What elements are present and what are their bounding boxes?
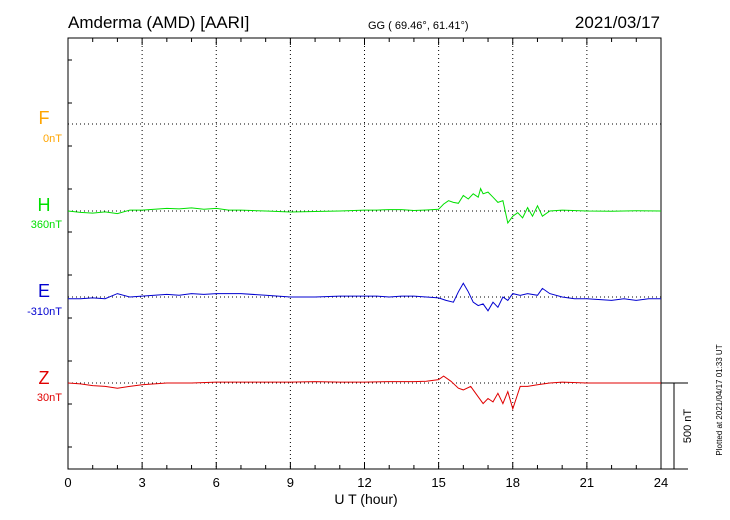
station-coords: GG ( 69.46°, 61.41°): [368, 20, 469, 32]
x-tick-label-3: 3: [139, 475, 146, 490]
series-baseline-F: 0nT: [43, 133, 62, 145]
x-tick-label-12: 12: [357, 475, 371, 490]
scale-bar: 500 nT: [661, 382, 694, 470]
x-tick-label-9: 9: [287, 475, 294, 490]
station-title: Amderma (AMD) [AARI]: [68, 13, 249, 32]
series-labels: F 0nT H 360nT E -310nT Z 30nT: [27, 108, 62, 404]
x-tick-label-21: 21: [580, 475, 594, 490]
series-name-Z: Z: [39, 368, 50, 388]
series-name-F: F: [39, 108, 50, 128]
x-tick-label-0: 0: [64, 475, 71, 490]
grid-lines: [68, 38, 661, 469]
series-line-H: [67, 187, 662, 225]
chart-date: 2021/03/17: [575, 13, 660, 32]
series-line-Z: [67, 375, 661, 411]
series-baseline-Z: 30nT: [37, 392, 62, 404]
x-tick-label-18: 18: [506, 475, 520, 490]
series-baseline-E: -310nT: [27, 306, 62, 318]
axis-ticks: [67, 38, 662, 469]
x-tick-label-24: 24: [654, 475, 668, 490]
plotted-timestamp: Plotted at 2021/04/17 01:33 UT: [715, 344, 724, 455]
series-name-H: H: [38, 195, 51, 215]
x-tick-label-15: 15: [431, 475, 445, 490]
series-baseline-H: 360nT: [31, 219, 62, 231]
scale-bar-label: 500 nT: [682, 409, 694, 444]
x-axis-label: U T (hour): [334, 491, 397, 507]
series-line-E: [68, 282, 661, 312]
data-series: [67, 187, 662, 411]
series-name-E: E: [38, 281, 50, 301]
x-tick-label-6: 6: [213, 475, 220, 490]
x-tick-labels: 0 3 6 9 12 15 18 21 24: [64, 475, 668, 490]
